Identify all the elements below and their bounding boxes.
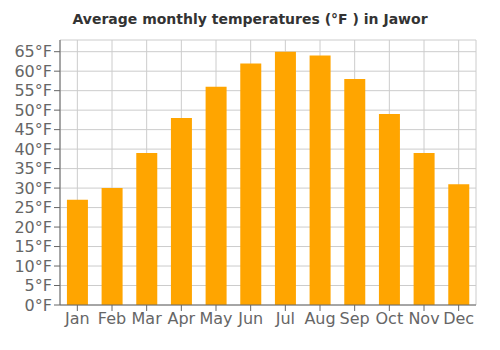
- svg-text:20°F: 20°F: [14, 218, 52, 237]
- svg-text:5°F: 5°F: [25, 276, 52, 295]
- svg-text:Sep: Sep: [340, 309, 370, 328]
- svg-text:Dec: Dec: [443, 309, 474, 328]
- svg-text:Jul: Jul: [275, 309, 295, 328]
- svg-text:30°F: 30°F: [14, 179, 52, 198]
- svg-text:0°F: 0°F: [25, 296, 52, 315]
- svg-text:Jun: Jun: [237, 309, 263, 328]
- svg-text:60°F: 60°F: [14, 62, 52, 81]
- svg-text:Jan: Jan: [64, 309, 90, 328]
- svg-text:Apr: Apr: [167, 309, 195, 328]
- svg-text:Aug: Aug: [304, 309, 335, 328]
- svg-text:50°F: 50°F: [14, 101, 52, 120]
- svg-text:65°F: 65°F: [14, 42, 52, 61]
- svg-text:10°F: 10°F: [14, 257, 52, 276]
- svg-text:Feb: Feb: [98, 309, 126, 328]
- svg-text:Nov: Nov: [408, 309, 439, 328]
- svg-text:35°F: 35°F: [14, 159, 52, 178]
- svg-text:May: May: [199, 309, 232, 328]
- svg-text:25°F: 25°F: [14, 198, 52, 217]
- svg-text:Mar: Mar: [132, 309, 163, 328]
- svg-text:Oct: Oct: [375, 309, 403, 328]
- svg-text:40°F: 40°F: [14, 140, 52, 159]
- svg-text:55°F: 55°F: [14, 81, 52, 100]
- svg-text:45°F: 45°F: [14, 120, 52, 139]
- svg-text:15°F: 15°F: [14, 237, 52, 256]
- html-text:Average monthly temperatures (: Average monthly temperatures (°F ) in Ja…: [72, 11, 428, 27]
